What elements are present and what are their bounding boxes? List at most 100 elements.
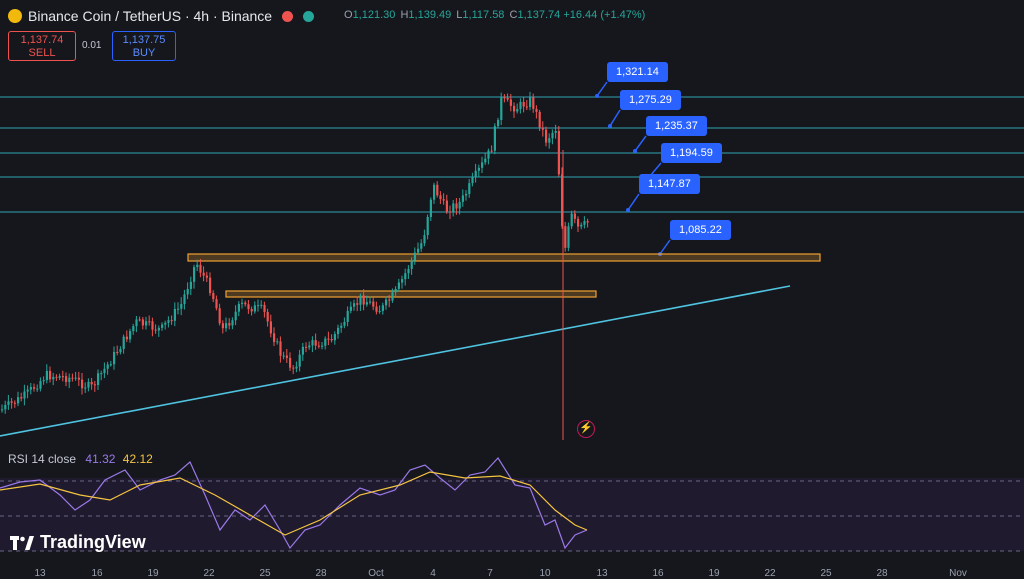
candlestick-series xyxy=(1,91,589,414)
buy-label: BUY xyxy=(132,47,156,59)
candle-body xyxy=(186,288,189,295)
candle-body xyxy=(231,320,234,326)
candle-body xyxy=(330,338,333,341)
candle-body xyxy=(452,203,455,213)
candle-body xyxy=(250,309,253,312)
candle-body xyxy=(167,320,170,323)
candle-body xyxy=(263,304,266,312)
candle-body xyxy=(199,264,202,273)
candle-body xyxy=(388,299,391,301)
candle-body xyxy=(513,105,516,112)
candle-body xyxy=(266,311,269,322)
candle-body xyxy=(257,305,260,307)
candle-body xyxy=(55,376,58,378)
candle-body xyxy=(346,310,349,322)
candle-body xyxy=(404,273,407,280)
candle-body xyxy=(509,99,512,106)
candle-body xyxy=(545,129,548,143)
candle-body xyxy=(487,150,490,159)
candle-body xyxy=(436,184,439,196)
callout-anchor-dot xyxy=(633,149,637,153)
candle-body xyxy=(20,397,23,399)
tradingview-wordmark: TradingView xyxy=(40,532,146,552)
lightning-icon[interactable]: ⚡ xyxy=(577,420,595,438)
time-axis-label: 25 xyxy=(820,568,832,579)
callout-pointer xyxy=(659,239,671,255)
candle-body xyxy=(458,201,461,209)
candle-body xyxy=(218,308,221,324)
candle-body xyxy=(577,218,580,227)
buy-button[interactable]: 1,137.75 BUY xyxy=(112,31,176,61)
candle-body xyxy=(375,306,378,312)
price-level-callout[interactable]: 1,235.37 xyxy=(646,116,707,136)
candle-body xyxy=(474,170,477,178)
candle-body xyxy=(311,340,314,346)
candle-body xyxy=(365,302,368,305)
candle-body xyxy=(468,183,471,194)
time-axis-label: 13 xyxy=(34,568,46,579)
symbol-header[interactable]: Binance Coin / TetherUS · 4h · Binance xyxy=(8,6,315,26)
sell-price: 1,137.74 xyxy=(20,34,64,46)
buy-price: 1,137.75 xyxy=(122,34,166,46)
price-level-callout[interactable]: 1,321.14 xyxy=(607,62,668,82)
candle-body xyxy=(429,199,432,217)
candle-body xyxy=(173,308,176,321)
candle-body xyxy=(282,355,285,357)
candle-body xyxy=(477,167,480,171)
candle-body xyxy=(253,305,256,312)
candle-body xyxy=(71,377,74,379)
time-axis-label: 16 xyxy=(91,568,103,579)
candle-body xyxy=(42,380,45,382)
candle-body xyxy=(74,377,77,379)
rsi-ma-value: 42.12 xyxy=(122,452,153,466)
price-level-callout[interactable]: 1,194.59 xyxy=(661,143,722,163)
time-axis-label: Oct xyxy=(368,568,384,579)
candle-body xyxy=(45,370,48,381)
price-level-callout[interactable]: 1,275.29 xyxy=(620,90,681,110)
candle-body xyxy=(372,301,375,307)
time-axis-label: 10 xyxy=(539,568,551,579)
tradingview-logo[interactable]: TradingView xyxy=(10,532,146,553)
callout-pointer xyxy=(649,162,662,177)
candle-body xyxy=(36,388,39,390)
candle-body xyxy=(570,213,573,227)
time-axis-label: 19 xyxy=(147,568,159,579)
time-axis-label: 13 xyxy=(596,568,608,579)
candle-body xyxy=(442,199,445,201)
candle-body xyxy=(103,368,106,374)
candle-body xyxy=(279,341,282,356)
candle-body xyxy=(23,391,26,399)
candle-body xyxy=(538,111,541,128)
market-status-red-icon[interactable] xyxy=(282,10,294,22)
candle-body xyxy=(13,402,16,404)
candle-body xyxy=(148,321,151,323)
ohlc-readout: O1,121.30 H1,139.49 L1,117.58 C1,137.74 … xyxy=(344,9,646,21)
candle-body xyxy=(61,376,64,378)
candle-body xyxy=(212,293,215,300)
candle-body xyxy=(228,323,231,326)
candle-body xyxy=(356,303,359,305)
candle-body xyxy=(305,346,308,348)
candle-body xyxy=(276,341,279,343)
candle-body xyxy=(84,387,87,389)
candle-body xyxy=(39,381,42,389)
candle-body xyxy=(333,334,336,341)
candle-body xyxy=(193,267,196,282)
candle-body xyxy=(161,324,164,328)
candle-body xyxy=(141,319,144,326)
candle-body xyxy=(289,357,292,368)
candle-body xyxy=(362,295,365,305)
market-status-green-icon[interactable] xyxy=(303,10,315,22)
rsi-label: RSI 14 close xyxy=(8,452,77,466)
candle-body xyxy=(125,336,128,340)
sell-button[interactable]: 1,137.74 SELL xyxy=(8,31,76,61)
price-level-callout[interactable]: 1,147.87 xyxy=(639,174,700,194)
price-level-callout[interactable]: 1,085.22 xyxy=(670,220,731,240)
candle-body xyxy=(385,299,388,306)
candle-body xyxy=(353,303,356,307)
rsi-legend[interactable]: RSI 14 close 41.32 42.12 xyxy=(8,452,153,466)
time-axis-label: 16 xyxy=(652,568,664,579)
candle-body xyxy=(52,376,55,380)
candle-body xyxy=(7,401,10,405)
